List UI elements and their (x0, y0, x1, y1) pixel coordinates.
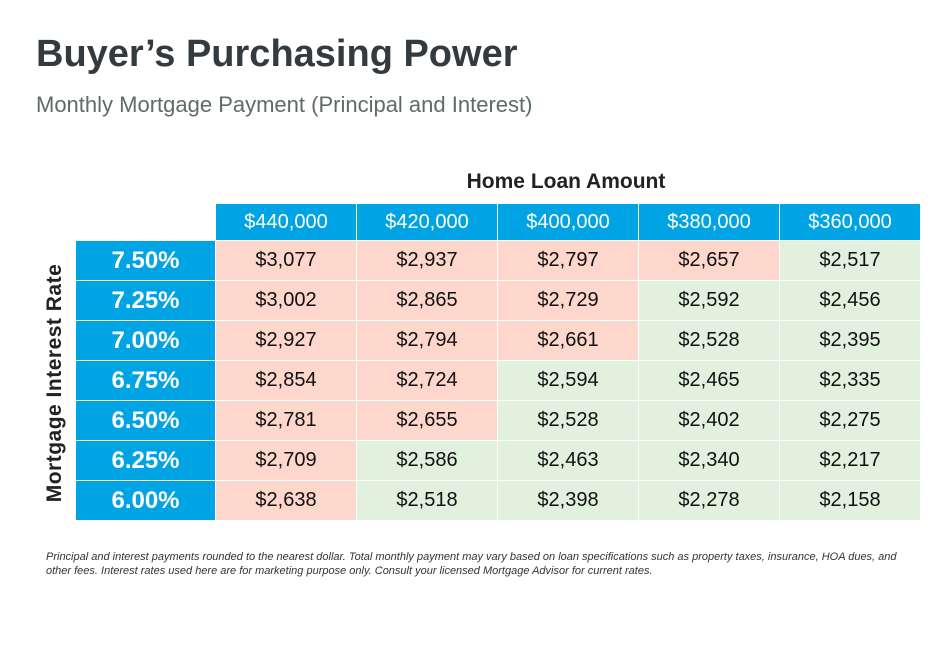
rate-label: 6.25% (76, 441, 215, 480)
table-cell: $2,398 (498, 481, 638, 520)
column-header: $440,000 (216, 204, 356, 240)
table-cell: $2,395 (780, 321, 920, 360)
table-cell: $2,528 (639, 321, 779, 360)
column-header: $360,000 (780, 204, 920, 240)
column-header: $420,000 (357, 204, 497, 240)
table-cell: $2,661 (498, 321, 638, 360)
footnote: Principal and interest payments rounded … (46, 551, 897, 577)
row-group-label: Mortgage Interest Rate (43, 263, 66, 503)
table-cell: $2,854 (216, 361, 356, 400)
table-cell: $2,709 (216, 441, 356, 480)
table-cell: $2,794 (357, 321, 497, 360)
rate-label: 6.00% (76, 481, 215, 520)
table-cell: $2,340 (639, 441, 779, 480)
page-subtitle: Monthly Mortgage Payment (Principal and … (36, 92, 533, 117)
column-group-label: Home Loan Amount (466, 170, 666, 193)
rate-label: 7.25% (76, 281, 215, 320)
table-cell: $2,517 (780, 241, 920, 280)
table-cell: $2,927 (216, 321, 356, 360)
table-cell: $2,278 (639, 481, 779, 520)
column-header: $400,000 (498, 204, 638, 240)
table-cell: $2,729 (498, 281, 638, 320)
page-title: Buyer’s Purchasing Power (36, 33, 518, 75)
rate-label: 6.50% (76, 401, 215, 440)
table-cell: $2,657 (639, 241, 779, 280)
table-cell: $2,937 (357, 241, 497, 280)
rate-label: 6.75% (76, 361, 215, 400)
table-cell: $2,586 (357, 441, 497, 480)
table-cell: $2,865 (357, 281, 497, 320)
table-cell: $3,002 (216, 281, 356, 320)
table-cell: $2,797 (498, 241, 638, 280)
table-cell: $2,456 (780, 281, 920, 320)
table-cell: $2,158 (780, 481, 920, 520)
table-cell: $2,724 (357, 361, 497, 400)
table-cell: $2,463 (498, 441, 638, 480)
table-cell: $2,655 (357, 401, 497, 440)
table-corner (76, 204, 215, 240)
table-cell: $2,275 (780, 401, 920, 440)
column-header: $380,000 (639, 204, 779, 240)
table-cell: $2,465 (639, 361, 779, 400)
table-cell: $2,217 (780, 441, 920, 480)
table-cell: $2,528 (498, 401, 638, 440)
table-cell: $2,402 (639, 401, 779, 440)
table-cell: $2,638 (216, 481, 356, 520)
table-cell: $2,781 (216, 401, 356, 440)
table-cell: $3,077 (216, 241, 356, 280)
table-cell: $2,335 (780, 361, 920, 400)
payment-table: $440,000 $420,000 $400,000 $380,000 $360… (76, 204, 920, 520)
rate-label: 7.00% (76, 321, 215, 360)
rate-label: 7.50% (76, 241, 215, 280)
table-cell: $2,594 (498, 361, 638, 400)
table-cell: $2,518 (357, 481, 497, 520)
table-cell: $2,592 (639, 281, 779, 320)
